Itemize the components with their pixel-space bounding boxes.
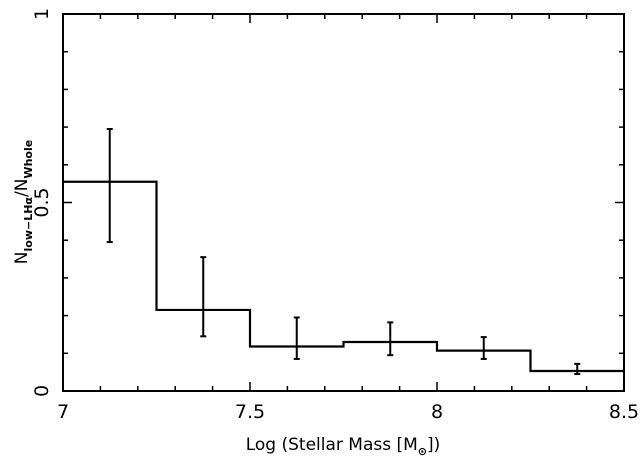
x-tick-label: 8.5 <box>609 401 639 423</box>
axis-tick-labels: 7 7.5 8 8.5 0 0.5 1 <box>31 8 639 423</box>
error-bars <box>106 127 581 376</box>
svg-text:Nlow−LHα/NWhole: Nlow−LHα/NWhole <box>12 140 35 264</box>
y-tick-label: 0.5 <box>31 187 53 217</box>
y-tick-label: 1 <box>31 8 53 20</box>
error-bar <box>293 316 300 360</box>
error-bar <box>480 336 487 360</box>
y-axis-label: Nlow−LHα/NWhole <box>12 140 35 264</box>
step-histogram-line <box>63 180 624 373</box>
error-bar <box>574 362 581 376</box>
x-tick-label: 7 <box>57 401 69 423</box>
plot-frame <box>62 13 625 392</box>
axis-ticks <box>62 13 625 392</box>
error-bar <box>106 127 113 244</box>
x-axis-label: Log (Stellar Mass [M⊙]) <box>246 435 441 458</box>
error-bar <box>200 256 207 338</box>
x-tick-label: 7.5 <box>235 401 265 423</box>
y-tick-label: 0 <box>31 385 53 397</box>
x-tick-label: 8 <box>431 401 443 423</box>
error-bar <box>387 321 394 357</box>
